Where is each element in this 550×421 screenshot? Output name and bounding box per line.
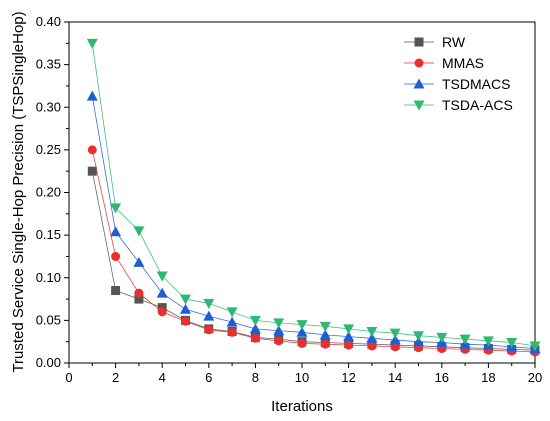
data-point <box>529 341 541 352</box>
x-axis-title: Iterations <box>271 398 333 415</box>
legend-marker <box>414 58 424 68</box>
data-point <box>249 323 261 334</box>
data-point <box>86 38 98 49</box>
data-point <box>204 325 214 335</box>
data-point <box>296 320 308 331</box>
data-point <box>273 318 285 329</box>
series-layer <box>86 38 541 357</box>
legend-label: TSDA-ACS <box>442 97 513 113</box>
legend-marker <box>414 37 424 47</box>
data-point <box>413 331 424 342</box>
data-point <box>181 316 190 326</box>
data-point <box>134 294 144 304</box>
x-tick-label: 4 <box>159 370 166 385</box>
data-point <box>133 226 145 237</box>
data-point <box>459 334 471 345</box>
data-point <box>343 324 355 335</box>
data-point <box>320 339 330 349</box>
y-tick-label: 0.00 <box>36 355 61 370</box>
data-point <box>389 334 401 345</box>
data-point <box>226 307 238 318</box>
legend-label: RW <box>442 34 466 50</box>
data-point <box>319 321 331 332</box>
y-tick-label: 0.30 <box>36 99 61 114</box>
x-tick-label: 16 <box>435 370 449 385</box>
x-tick-label: 8 <box>252 370 259 385</box>
data-point <box>273 325 285 336</box>
series-line <box>91 43 536 347</box>
y-axis: 0.00 0.05 0.10 0.15 0.20 0.25 0.30 0.35 0.40 <box>36 14 69 370</box>
x-tick-label: 6 <box>205 370 212 385</box>
legend: RW MMAS TSDMACS TSDA-ACS <box>404 34 513 113</box>
x-axis: 0 2 4 6 8 10 12 14 16 18 20 <box>65 363 542 385</box>
legend-label: MMAS <box>442 55 484 71</box>
y-tick-label: 0.25 <box>36 142 61 157</box>
x-tick-label: 14 <box>388 370 402 385</box>
y-tick-label: 0.40 <box>36 14 61 29</box>
data-point <box>87 166 97 176</box>
data-point <box>296 326 308 337</box>
data-point <box>390 342 400 352</box>
x-tick-label: 2 <box>112 370 119 385</box>
data-point <box>250 333 260 343</box>
data-point <box>319 329 331 340</box>
legend-item: RW <box>404 34 466 50</box>
data-point <box>111 286 121 296</box>
y-tick-label: 0.10 <box>36 270 61 285</box>
data-point <box>367 341 377 351</box>
data-point <box>180 303 191 314</box>
data-point <box>110 203 122 214</box>
legend-item: MMAS <box>404 55 484 71</box>
y-tick-label: 0.05 <box>36 312 61 327</box>
data-point <box>297 338 307 348</box>
data-point <box>86 90 98 101</box>
data-point <box>157 307 167 317</box>
data-point <box>226 316 238 327</box>
x-tick-label: 10 <box>295 370 309 385</box>
legend-marker <box>413 100 425 111</box>
y-tick-label: 0.15 <box>36 227 61 242</box>
data-point <box>366 326 378 337</box>
data-point <box>87 145 97 155</box>
data-point <box>110 226 122 237</box>
y-tick-label: 0.20 <box>36 185 61 200</box>
data-point <box>506 338 518 349</box>
data-point <box>156 271 168 282</box>
x-tick-label: 12 <box>341 370 355 385</box>
data-point <box>249 315 261 326</box>
legend-label: TSDMACS <box>442 76 510 92</box>
series-tsda-acs <box>86 38 541 352</box>
data-point <box>133 256 145 267</box>
y-axis-title: Trusted Service Single-Hop Precision (TS… <box>10 11 27 372</box>
legend-marker <box>413 78 425 89</box>
data-point <box>343 331 355 342</box>
data-point <box>482 336 494 347</box>
x-tick-label: 18 <box>481 370 495 385</box>
data-point <box>203 310 215 321</box>
data-point <box>389 328 401 339</box>
x-tick-label: 0 <box>65 370 72 385</box>
legend-item: TSDA-ACS <box>404 97 513 113</box>
data-point <box>274 336 284 346</box>
plot-frame <box>68 21 536 364</box>
x-tick-label: 20 <box>528 370 542 385</box>
data-point <box>134 288 144 298</box>
data-point <box>203 298 215 309</box>
data-point <box>227 327 237 337</box>
data-point <box>344 340 354 350</box>
data-point <box>111 251 121 261</box>
legend-item: TSDMACS <box>404 76 510 92</box>
y-tick-label: 0.35 <box>36 57 61 72</box>
data-point <box>180 294 191 305</box>
data-point <box>156 287 168 298</box>
data-point <box>436 332 448 343</box>
data-point <box>366 332 378 343</box>
